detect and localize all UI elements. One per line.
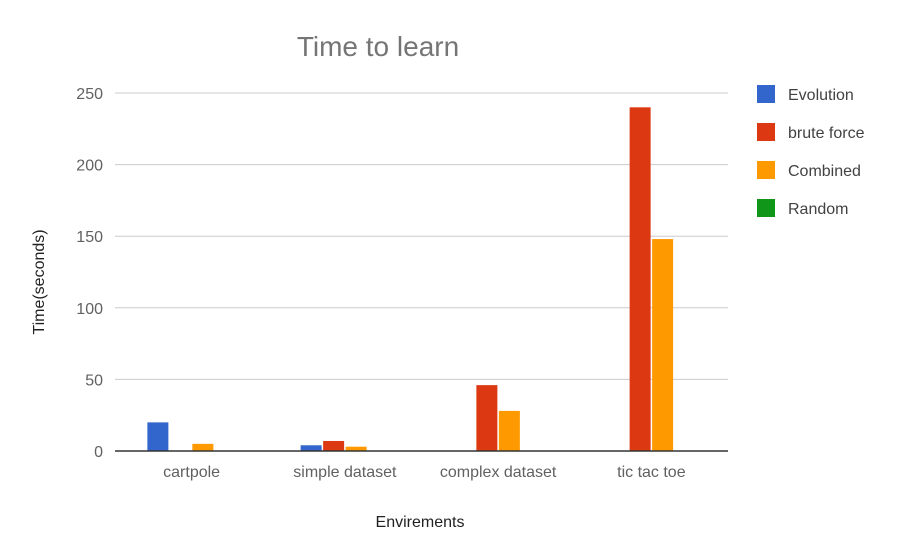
bar-combined: [345, 446, 367, 451]
x-tick-label: simple dataset: [293, 464, 397, 481]
y-tick-label: 150: [76, 229, 103, 246]
bar-combined: [652, 239, 674, 451]
bar-combined: [192, 443, 214, 451]
legend-swatch: [757, 85, 775, 103]
x-axis-label: Envirements: [376, 514, 465, 531]
y-tick-label: 50: [85, 372, 103, 389]
bar-evolution: [147, 422, 169, 451]
bar-brute-force: [323, 440, 345, 451]
x-tick-label: cartpole: [163, 464, 220, 481]
y-axis-ticks: 0 50 100 150 200 250: [76, 86, 103, 461]
bar-evolution: [300, 445, 322, 451]
bar-combined: [498, 410, 520, 451]
chart-title: Time to learn: [297, 31, 459, 62]
legend-swatch: [757, 123, 775, 141]
y-tick-label: 0: [94, 444, 103, 461]
bars: [147, 107, 674, 451]
x-axis-ticks: cartpole simple dataset complex dataset tic…: [163, 464, 686, 481]
legend-swatch: [757, 161, 775, 179]
legend-label: Combined: [788, 163, 861, 180]
x-tick-label: complex dataset: [440, 464, 557, 481]
y-tick-label: 100: [76, 301, 103, 318]
y-axis-label: Time(seconds): [31, 229, 48, 334]
legend-label: Evolution: [788, 87, 854, 104]
legend-label: brute force: [788, 125, 865, 142]
gridlines: [115, 92, 728, 380]
bar-brute-force: [629, 107, 651, 451]
legend: Evolution brute force Combined Random: [757, 85, 865, 218]
legend-swatch: [757, 199, 775, 217]
y-tick-label: 200: [76, 158, 103, 175]
y-tick-label: 250: [76, 86, 103, 103]
legend-label: Random: [788, 201, 848, 218]
bar-brute-force: [476, 385, 498, 451]
x-tick-label: tic tac toe: [617, 464, 686, 481]
